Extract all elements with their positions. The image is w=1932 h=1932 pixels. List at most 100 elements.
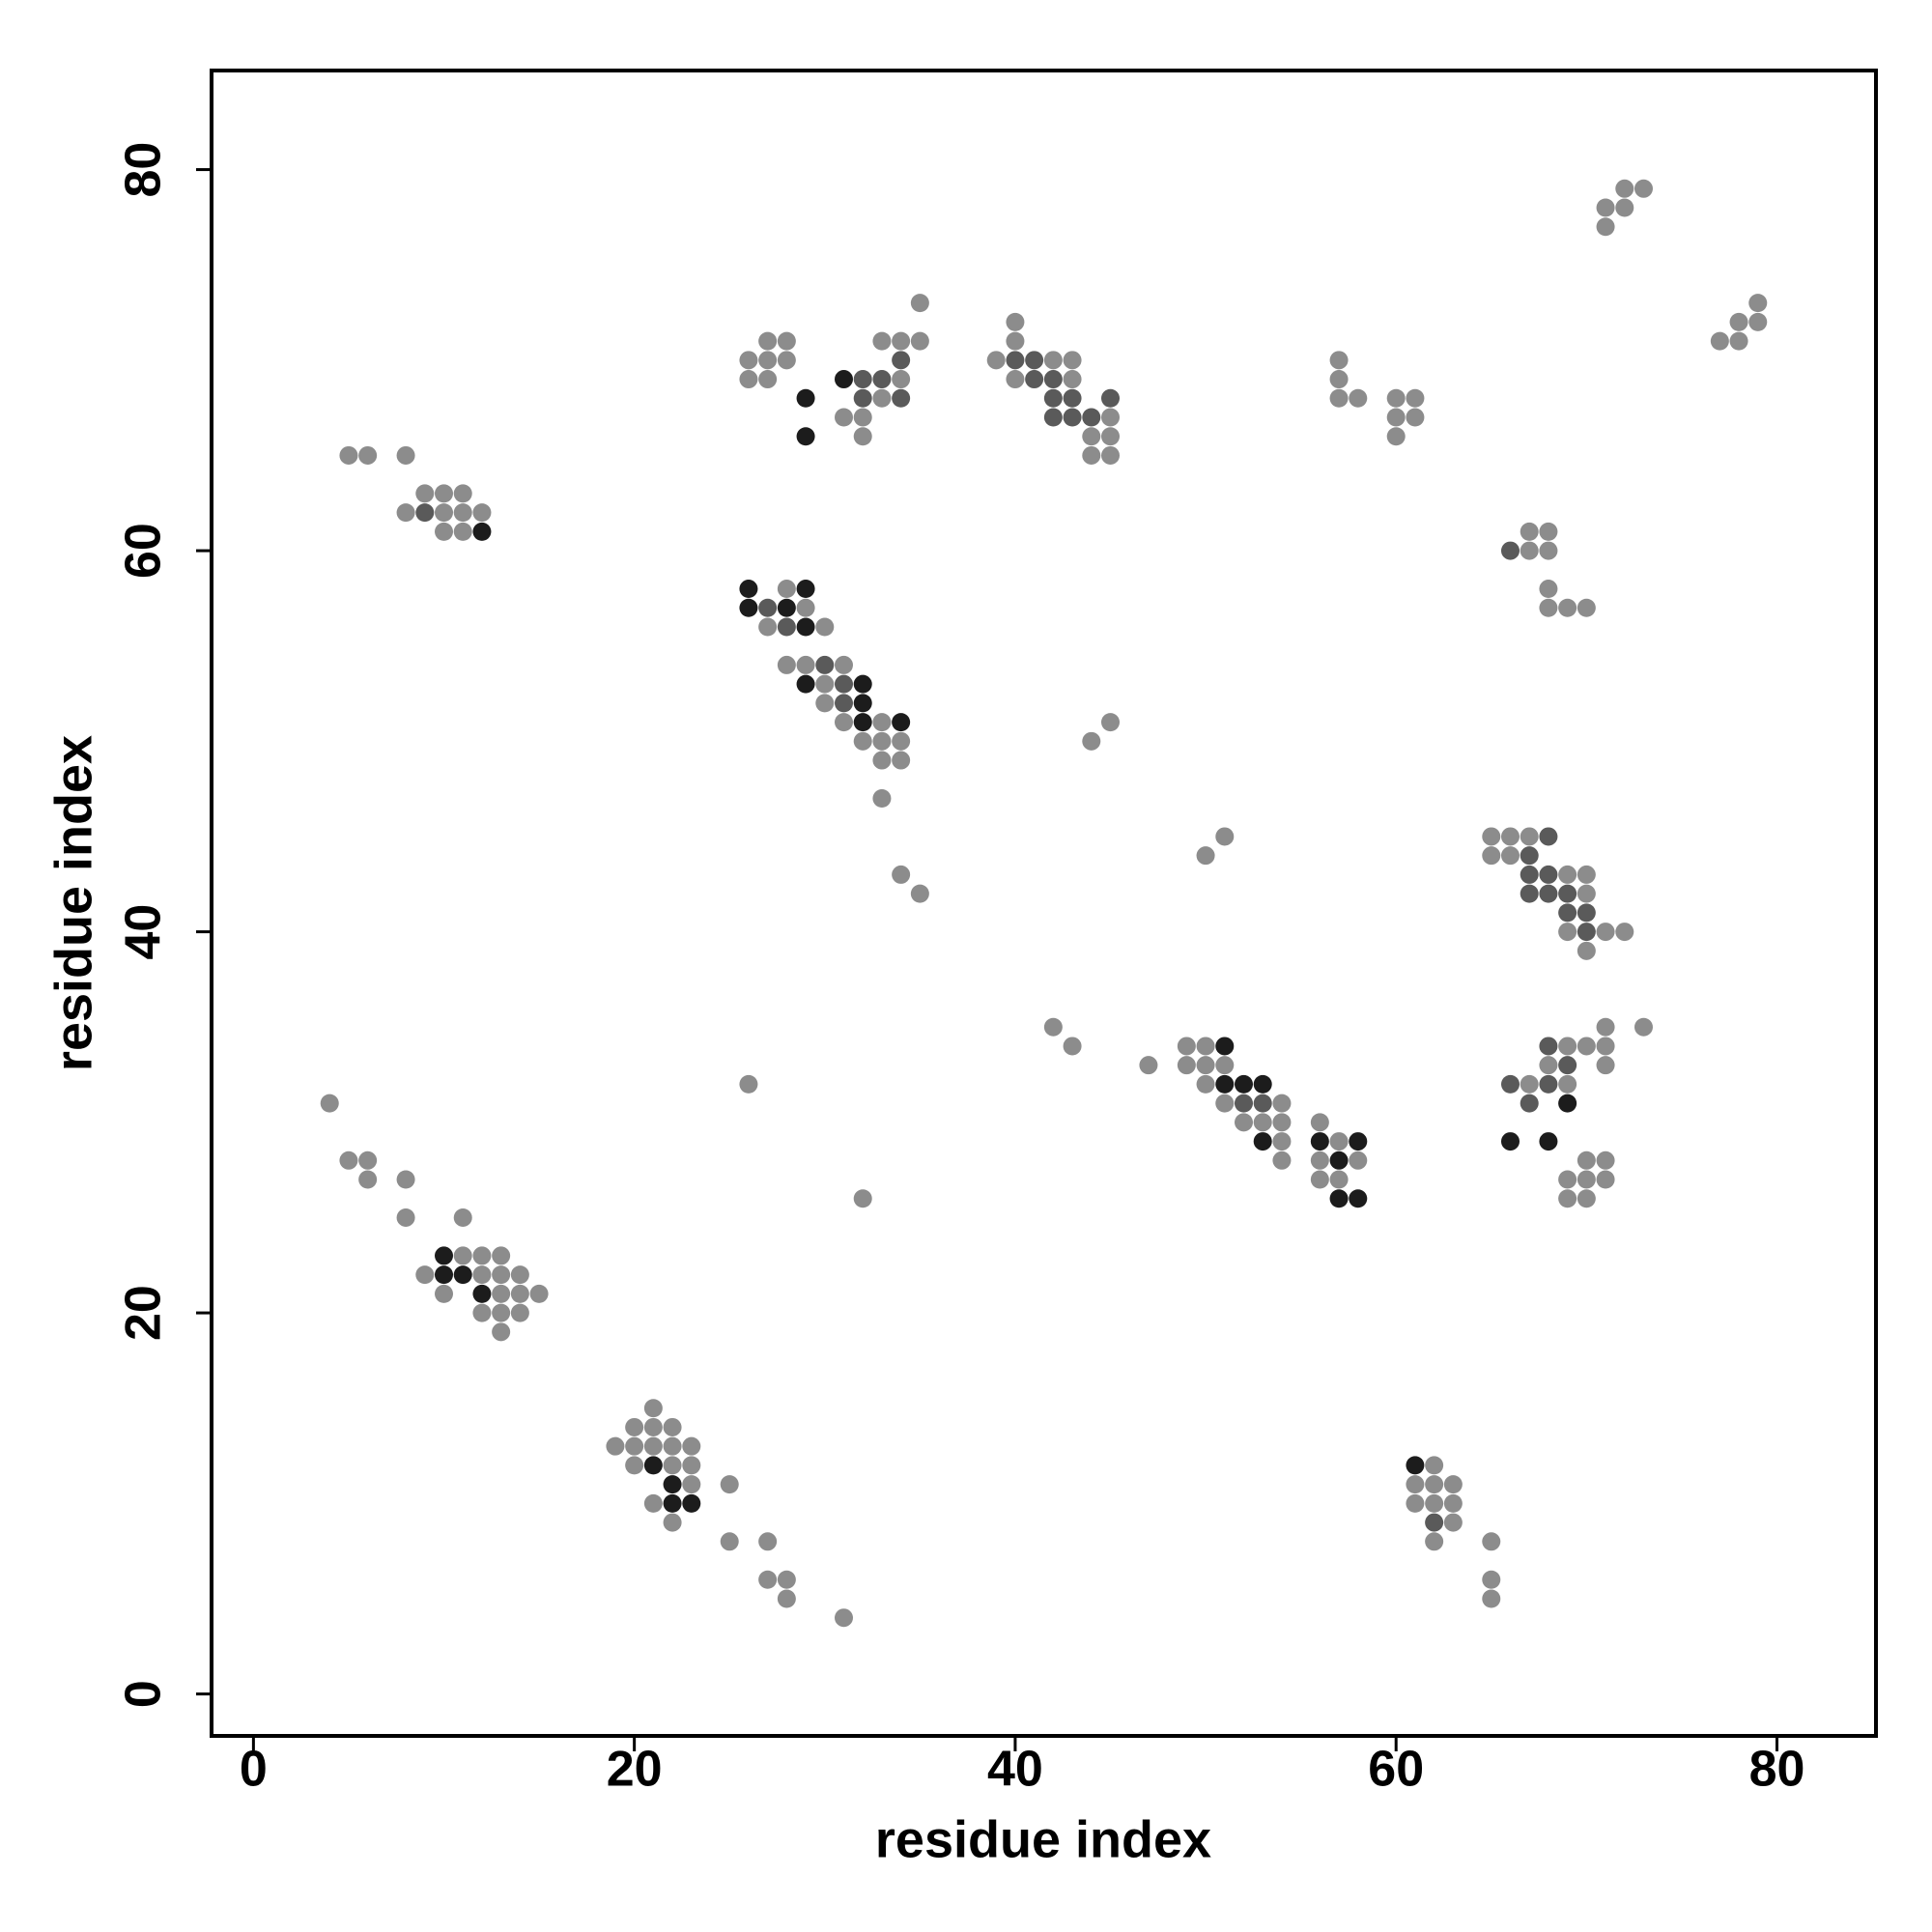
- point: [1006, 331, 1025, 351]
- point: [1406, 1456, 1425, 1475]
- point: [529, 1284, 549, 1303]
- point: [625, 1417, 644, 1436]
- y-axis-label: residue index: [44, 735, 102, 1071]
- point: [1558, 1094, 1577, 1113]
- point: [1596, 1037, 1615, 1056]
- point: [1006, 312, 1025, 331]
- point: [853, 388, 872, 408]
- point: [1100, 713, 1120, 732]
- point: [777, 598, 796, 617]
- point: [1558, 1189, 1577, 1208]
- point: [1520, 827, 1539, 846]
- point: [453, 522, 472, 541]
- point: [1558, 598, 1577, 617]
- point: [1539, 827, 1558, 846]
- point: [1520, 1074, 1539, 1094]
- point: [1539, 884, 1558, 903]
- point: [872, 331, 892, 351]
- point: [1539, 1132, 1558, 1151]
- point: [1596, 923, 1615, 942]
- point: [663, 1417, 682, 1436]
- point: [1006, 370, 1025, 389]
- point: [1596, 217, 1615, 237]
- point: [1310, 1151, 1329, 1170]
- point: [739, 598, 758, 617]
- point: [1310, 1170, 1329, 1189]
- point: [853, 674, 872, 694]
- point: [1500, 1132, 1520, 1151]
- point: [892, 731, 911, 751]
- point: [835, 408, 854, 427]
- point: [1406, 1475, 1425, 1494]
- point: [1006, 351, 1025, 370]
- point: [1539, 522, 1558, 541]
- point: [835, 713, 854, 732]
- point: [435, 484, 454, 503]
- point: [492, 1303, 511, 1322]
- point: [1596, 198, 1615, 217]
- point: [663, 1513, 682, 1532]
- point: [472, 522, 492, 541]
- point: [739, 580, 758, 599]
- point: [1558, 1074, 1577, 1094]
- point: [1310, 1132, 1329, 1151]
- point: [758, 1570, 778, 1589]
- point: [1482, 827, 1501, 846]
- point: [872, 789, 892, 809]
- point: [1043, 370, 1063, 389]
- point: [872, 388, 892, 408]
- point: [1025, 351, 1044, 370]
- point: [853, 408, 872, 427]
- point: [1386, 388, 1406, 408]
- point: [358, 445, 378, 465]
- point: [796, 655, 815, 674]
- point: [758, 598, 778, 617]
- point: [835, 655, 854, 674]
- point: [1043, 408, 1063, 427]
- point: [1443, 1475, 1463, 1494]
- point: [1349, 388, 1368, 408]
- point: [1443, 1493, 1463, 1513]
- point: [1482, 846, 1501, 866]
- point: [643, 1417, 663, 1436]
- point: [1500, 827, 1520, 846]
- point: [472, 1265, 492, 1285]
- point: [1482, 1589, 1501, 1608]
- point: [872, 751, 892, 770]
- point: [815, 674, 835, 694]
- point: [453, 484, 472, 503]
- point: [1520, 1094, 1539, 1113]
- point: [777, 655, 796, 674]
- point: [396, 1208, 415, 1227]
- point: [1215, 1056, 1235, 1075]
- point: [1234, 1094, 1253, 1113]
- point: [1082, 731, 1101, 751]
- point: [415, 503, 435, 523]
- point: [1349, 1189, 1368, 1208]
- point: [1177, 1037, 1196, 1056]
- point: [1177, 1056, 1196, 1075]
- point: [1082, 445, 1101, 465]
- point: [1329, 351, 1349, 370]
- point: [872, 731, 892, 751]
- point: [853, 370, 872, 389]
- point: [396, 1170, 415, 1189]
- point: [777, 1570, 796, 1589]
- point: [1558, 1056, 1577, 1075]
- y-tick-label: 60: [116, 523, 172, 579]
- point: [1253, 1113, 1272, 1132]
- point: [1539, 1056, 1558, 1075]
- point: [415, 484, 435, 503]
- point: [1539, 865, 1558, 884]
- point: [643, 1436, 663, 1456]
- point: [1272, 1113, 1292, 1132]
- point: [739, 351, 758, 370]
- point: [892, 331, 911, 351]
- point: [1729, 331, 1748, 351]
- point: [1234, 1113, 1253, 1132]
- point: [663, 1436, 682, 1456]
- point: [1748, 294, 1768, 313]
- point: [872, 370, 892, 389]
- point: [1634, 179, 1653, 198]
- point: [396, 503, 415, 523]
